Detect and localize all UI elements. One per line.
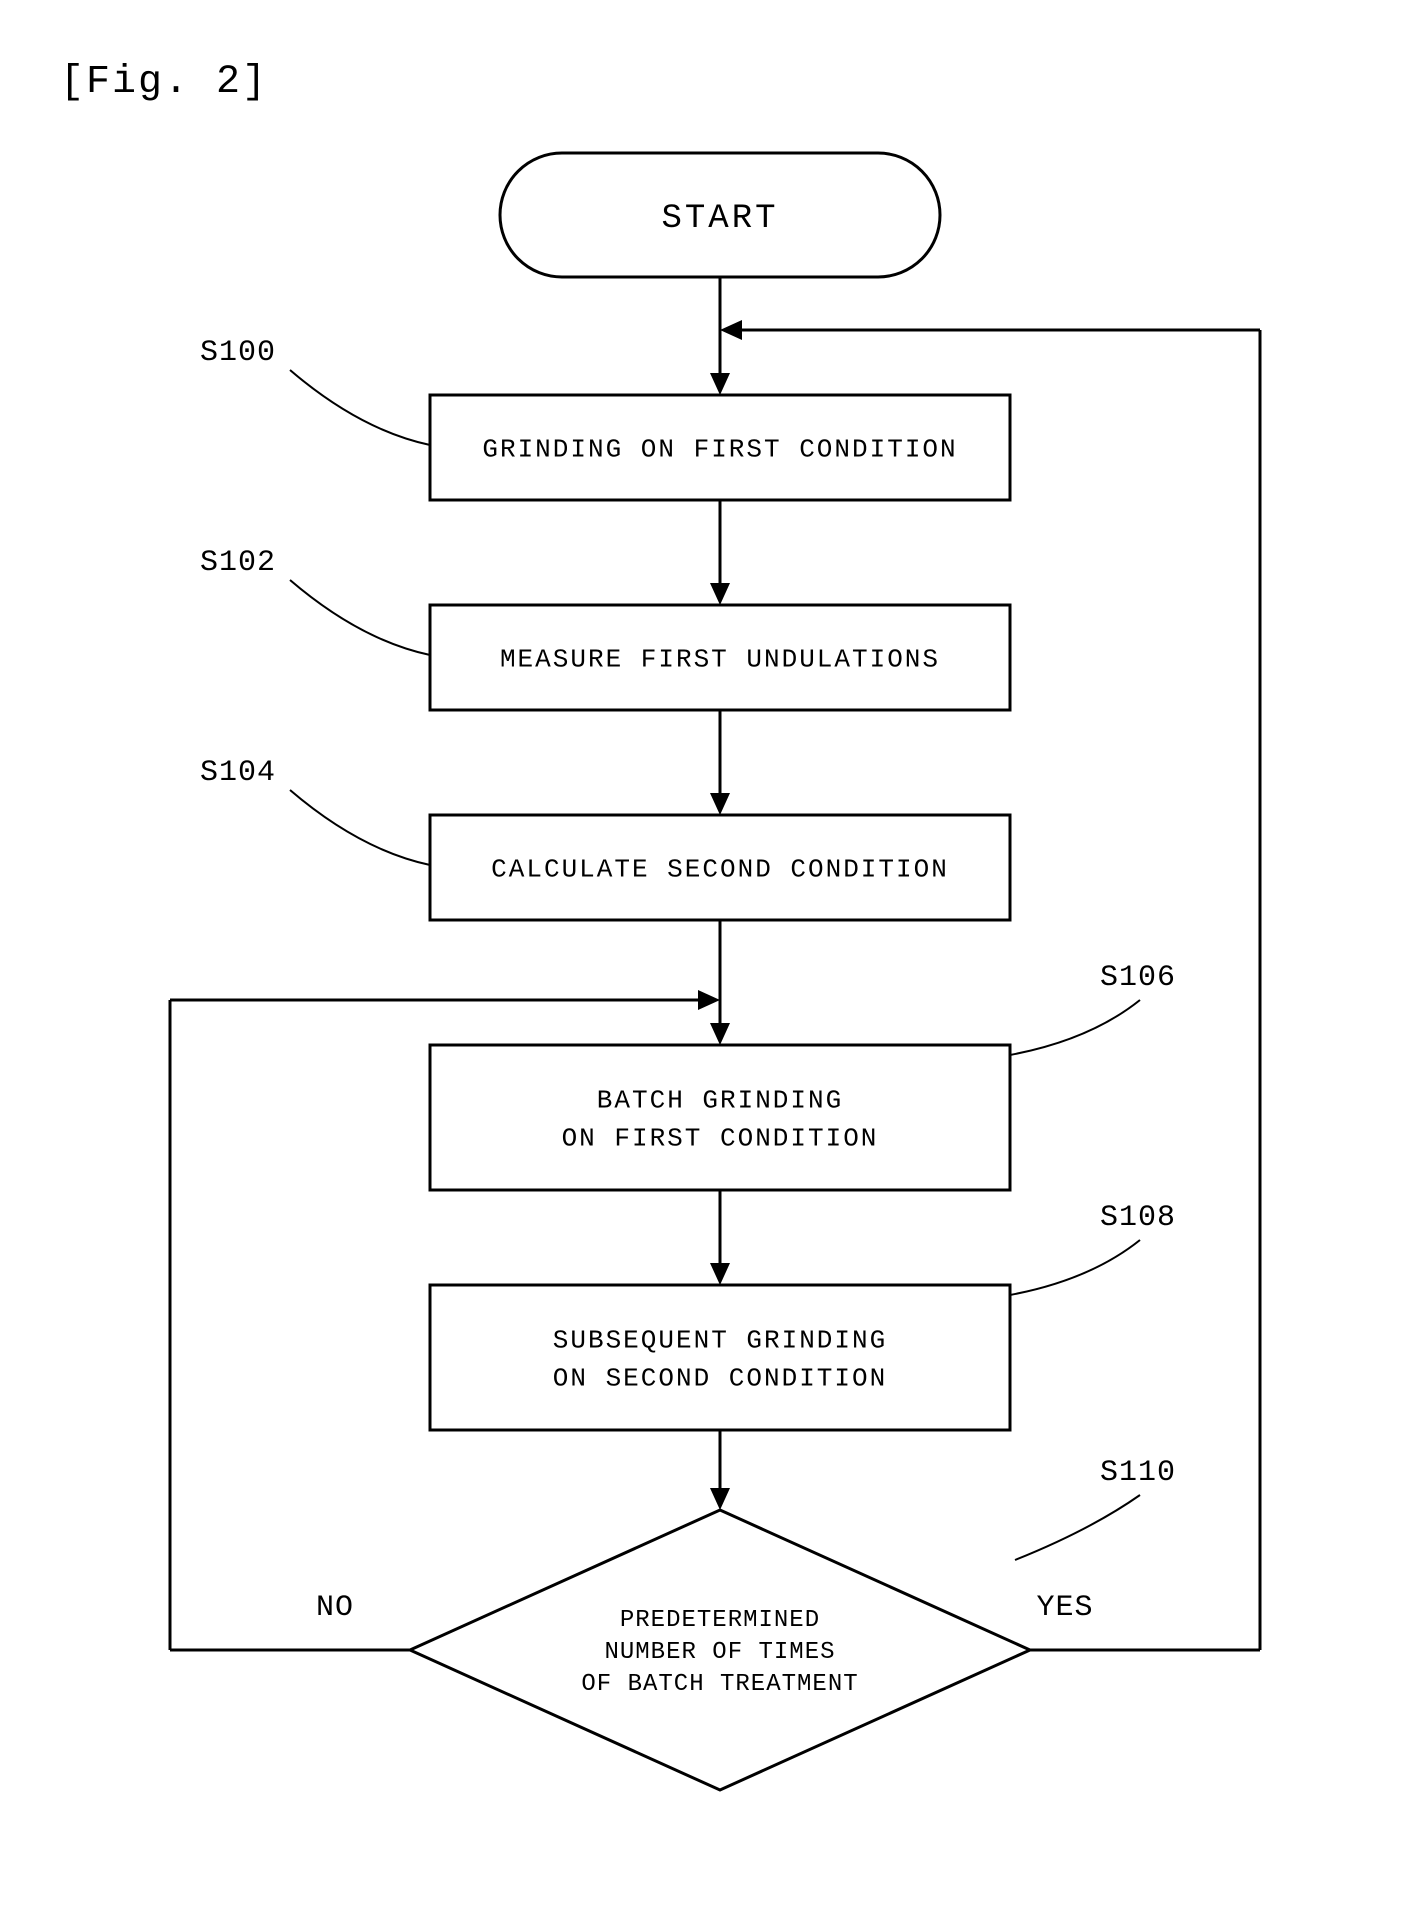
process-box-S108 [430,1285,1010,1430]
process-text-S108-0: SUBSEQUENT GRINDING [553,1326,887,1356]
no-label: NO [316,1591,354,1625]
process-text-S102-0: MEASURE FIRST UNDULATIONS [500,645,940,675]
yes-label: YES [1036,1591,1093,1625]
process-text-S100-0: GRINDING ON FIRST CONDITION [482,435,957,465]
step-label-S104: S104 [200,756,276,790]
process-text-S106-1: ON FIRST CONDITION [562,1124,879,1154]
leader-S104 [290,790,430,865]
leader-S110 [1015,1495,1140,1560]
process-text-S104-0: CALCULATE SECOND CONDITION [491,855,949,885]
process-text-S108-1: ON SECOND CONDITION [553,1364,887,1394]
step-label-S110: S110 [1100,1456,1176,1490]
step-label-S100: S100 [200,336,276,370]
leader-S106 [1010,1000,1140,1055]
leader-S108 [1010,1240,1140,1295]
step-label-S108: S108 [1100,1201,1176,1235]
decision-text-0: PREDETERMINED [620,1607,820,1634]
decision-text-1: NUMBER OF TIMES [604,1639,835,1666]
step-label-S102: S102 [200,546,276,580]
process-box-S106 [430,1045,1010,1190]
start-label: START [661,200,778,238]
leader-S100 [290,370,430,445]
flowchart-svg: START GRINDING ON FIRST CONDITION S100 MEAS… [0,0,1406,1919]
leader-S102 [290,580,430,655]
process-text-S106-0: BATCH GRINDING [597,1086,843,1116]
step-label-S106: S106 [1100,961,1176,995]
decision-text-2: OF BATCH TREATMENT [581,1671,858,1698]
